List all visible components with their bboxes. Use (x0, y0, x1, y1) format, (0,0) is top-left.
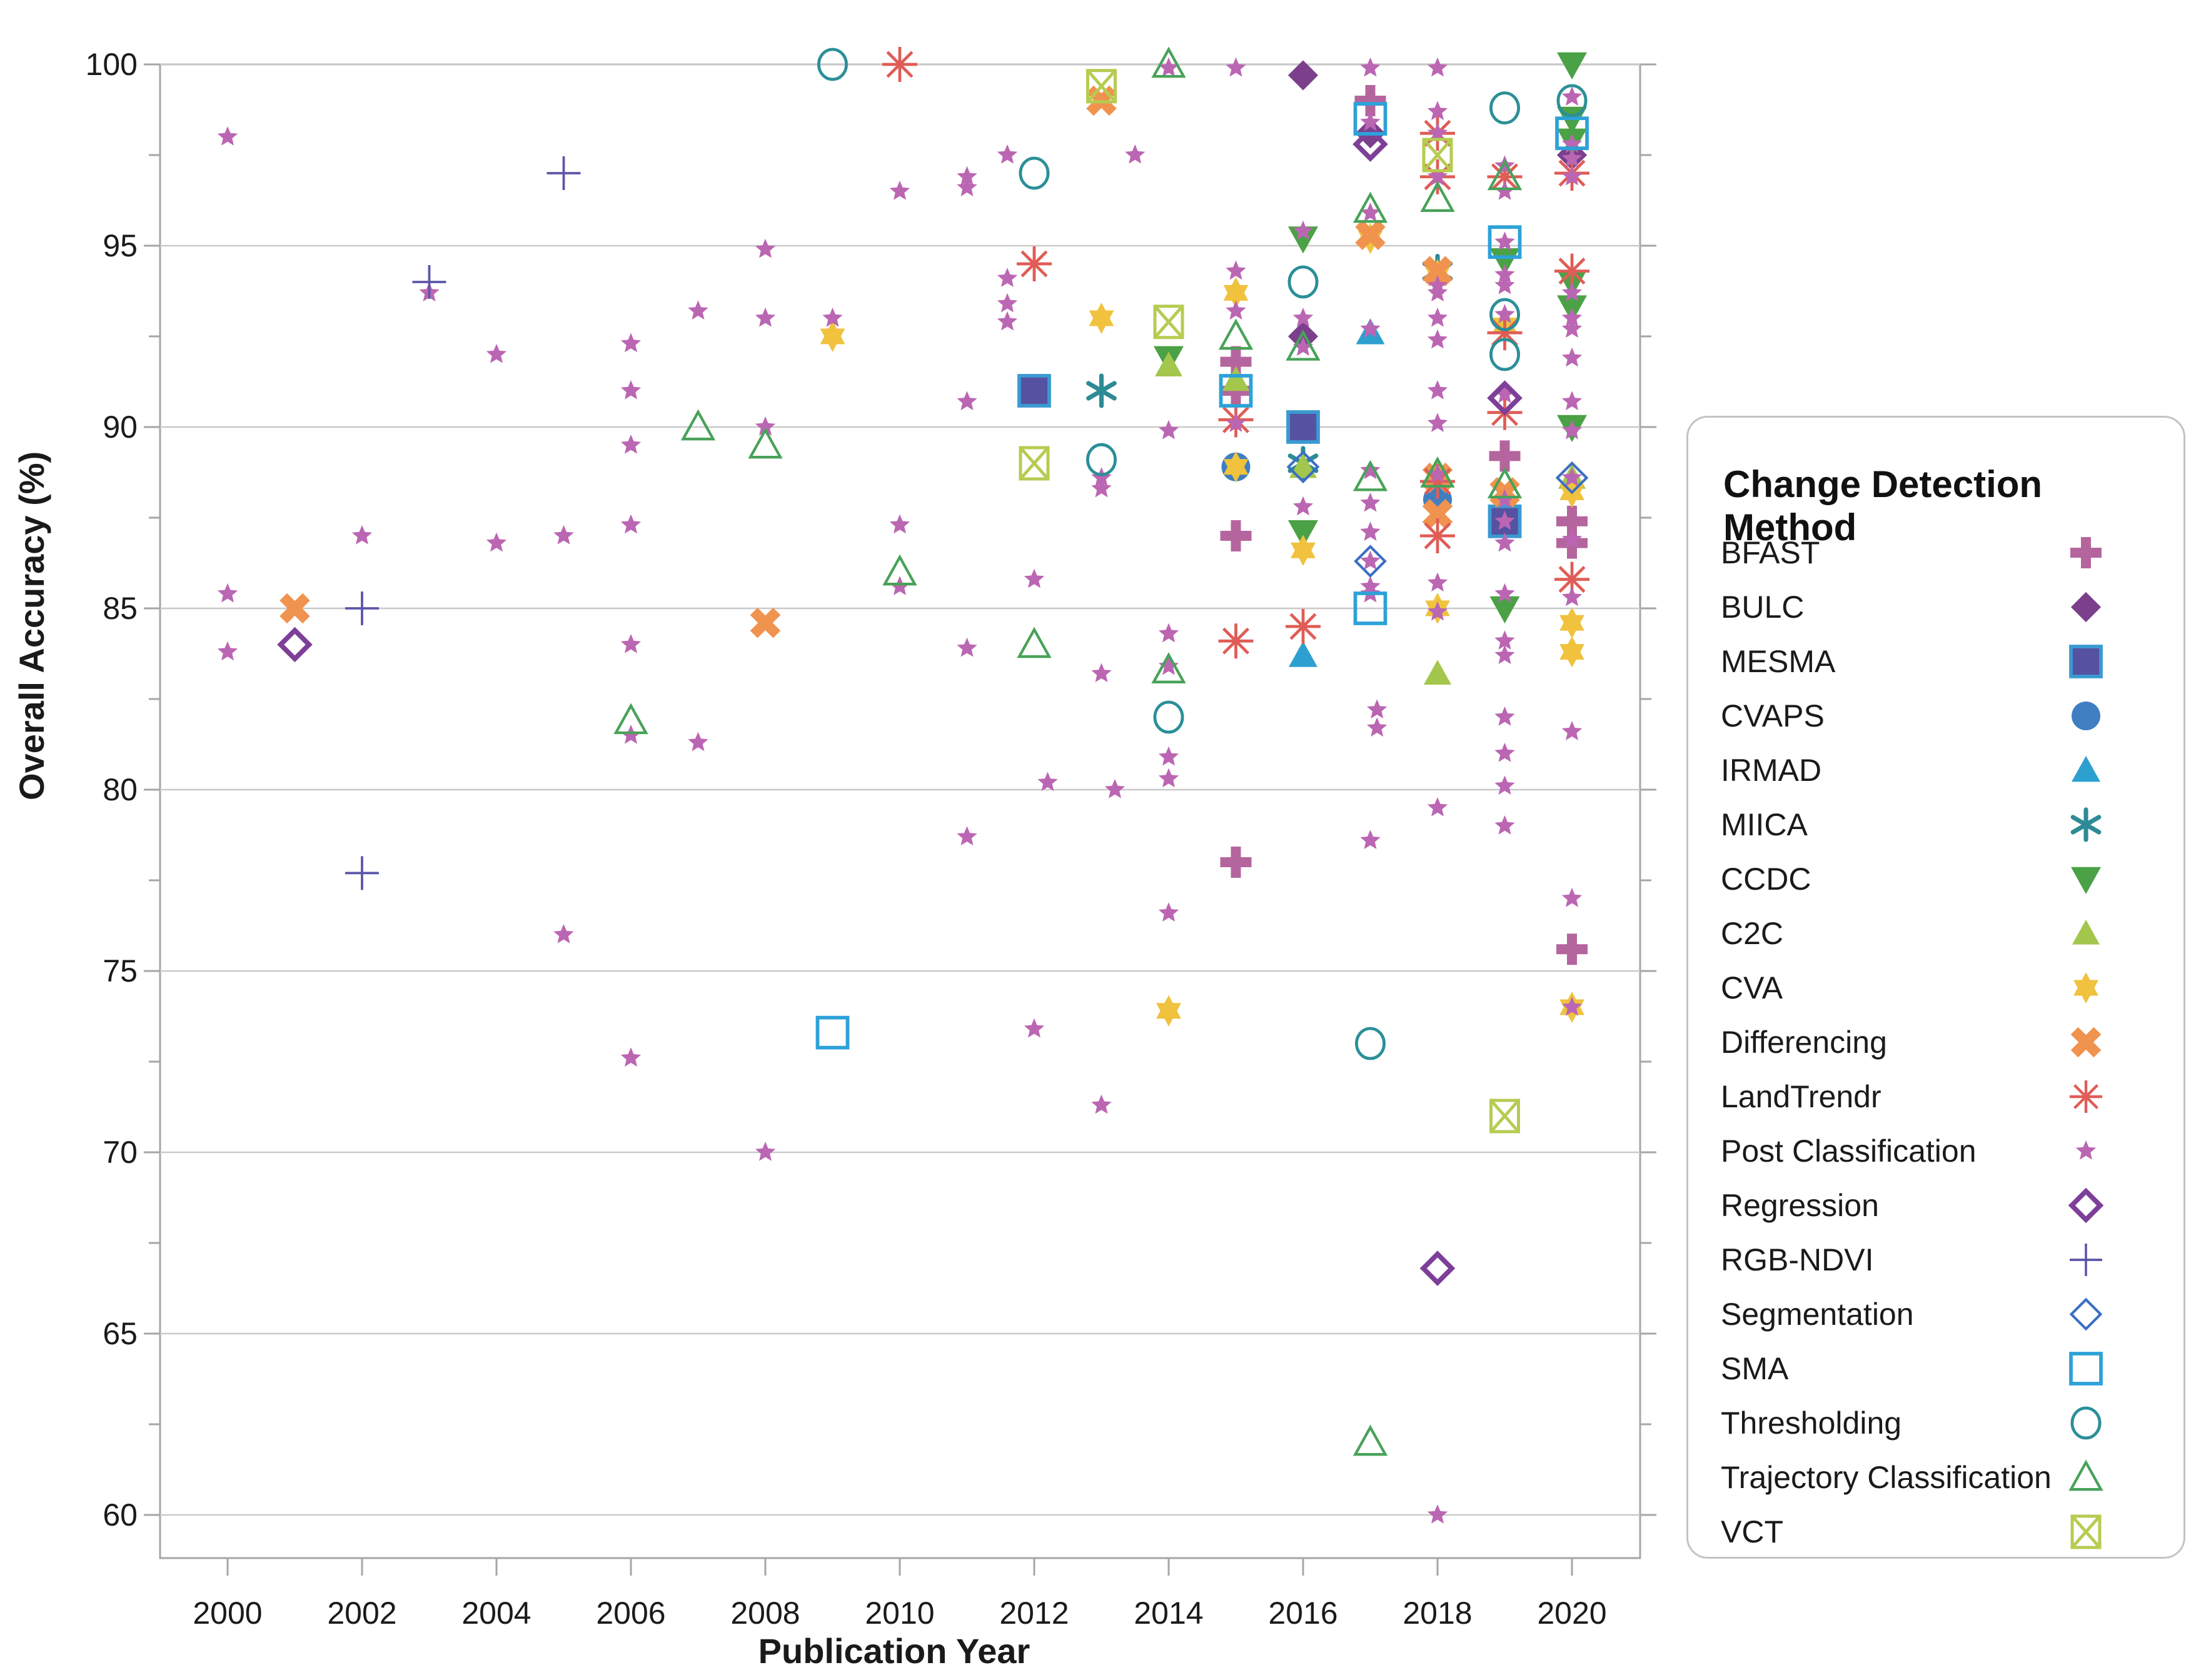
legend-item-label: MIICA (1721, 807, 1808, 842)
legend-item-label: CVAPS (1721, 698, 1825, 733)
legend-item-label: CCDC (1721, 862, 1811, 897)
legend-item-marker-icon (2048, 1232, 2123, 1287)
svg-text:100: 100 (86, 47, 138, 82)
legend-item-bfast: BFAST (1688, 525, 2183, 580)
legend-item-label: BULC (1721, 590, 1805, 625)
legend-item-miica: MIICA (1688, 797, 2183, 852)
svg-text:2008: 2008 (730, 1596, 800, 1631)
svg-text:85: 85 (103, 591, 138, 626)
legend-item-post-classification: Post Classification (1688, 1124, 2183, 1179)
legend-item-marker-icon (2048, 1124, 2123, 1179)
legend-item-marker-icon (2048, 525, 2123, 580)
legend-item-label: Thresholding (1721, 1406, 1902, 1441)
legend-item-rgb-ndvi: RGB-NDVI (1688, 1232, 2183, 1287)
legend-item-marker-icon (2048, 960, 2123, 1015)
legend-item-segmentation: Segmentation (1688, 1287, 2183, 1342)
svg-text:2016: 2016 (1268, 1596, 1337, 1631)
legend-item-label: LandTrendr (1721, 1079, 1881, 1114)
svg-text:2014: 2014 (1134, 1596, 1203, 1631)
legend-item-label: IRMAD (1721, 753, 1822, 788)
svg-text:75: 75 (103, 953, 138, 988)
legend-item-marker-icon (2048, 1178, 2123, 1233)
svg-text:2000: 2000 (193, 1596, 262, 1631)
legend-item-label: MESMA (1721, 644, 1836, 679)
legend-item-cva: CVA (1688, 960, 2183, 1015)
legend-item-mesma: MESMA (1688, 634, 2183, 689)
y-tick-labels: 100 95 90 85 80 75 70 65 60 (86, 47, 138, 1532)
legend-item-marker-icon (2048, 1287, 2123, 1342)
svg-text:2002: 2002 (327, 1596, 396, 1631)
legend-item-landtrendr: LandTrendr (1688, 1069, 2183, 1124)
svg-text:70: 70 (103, 1135, 138, 1170)
legend-item-marker-icon (2048, 1450, 2123, 1505)
legend-item-marker-icon (2048, 852, 2123, 907)
legend-item-sma: SMA (1688, 1341, 2183, 1396)
legend-item-marker-icon (2048, 1069, 2123, 1124)
legend: Change Detection Method BFAST BULC MESMA CV… (1686, 416, 2185, 1559)
svg-text:90: 90 (103, 410, 138, 445)
legend-item-label: Regression (1721, 1188, 1879, 1223)
y-axis-title: Overall Accuracy (%) (12, 451, 51, 800)
legend-item-label: Trajectory Classification (1721, 1460, 2052, 1495)
legend-title: Change Detection Method (1723, 463, 2043, 548)
svg-text:80: 80 (103, 772, 138, 807)
legend-item-c2c: C2C (1688, 906, 2183, 961)
series-landtrendr (882, 47, 1589, 659)
legend-item-label: Segmentation (1721, 1297, 1914, 1332)
legend-item-ccdc: CCDC (1688, 852, 2183, 907)
svg-text:2004: 2004 (461, 1596, 531, 1631)
legend-item-thresholding: Thresholding (1688, 1396, 2183, 1451)
legend-item-label: BFAST (1721, 535, 1820, 570)
legend-item-marker-icon (2048, 1504, 2123, 1559)
svg-text:2010: 2010 (865, 1596, 934, 1631)
legend-item-label: CVA (1721, 970, 1783, 1005)
legend-item-differencing: Differencing (1688, 1015, 2183, 1070)
series-thresholding (817, 48, 1588, 1060)
legend-item-label: VCT (1721, 1514, 1783, 1549)
series-regression (277, 126, 1523, 1286)
series-trajectory-classification (613, 46, 1523, 1456)
legend-item-regression: Regression (1688, 1178, 2183, 1233)
legend-item-bulc: BULC (1688, 580, 2183, 635)
legend-item-label: SMA (1721, 1351, 1789, 1386)
svg-text:2020: 2020 (1537, 1596, 1606, 1631)
legend-item-marker-icon (2048, 1341, 2123, 1396)
legend-item-label: Post Classification (1721, 1134, 1977, 1169)
legend-item-marker-icon (2048, 634, 2123, 689)
legend-item-marker-icon (2048, 1015, 2123, 1070)
series-vct (1019, 69, 1520, 1134)
legend-item-marker-icon (2048, 743, 2123, 798)
y-gridlines (160, 63, 1640, 1516)
legend-item-label: RGB-NDVI (1721, 1242, 1874, 1277)
x-axis-title: Publication Year (758, 1631, 1030, 1671)
legend-item-label: C2C (1721, 916, 1784, 951)
legend-item-marker-icon (2048, 906, 2123, 961)
svg-text:2006: 2006 (596, 1596, 665, 1631)
legend-item-marker-icon (2048, 1396, 2123, 1451)
svg-text:95: 95 (103, 228, 138, 263)
legend-item-label: Differencing (1721, 1025, 1887, 1060)
x-ticks (226, 1558, 1573, 1576)
y-ticks (144, 63, 1656, 1516)
series-post-classification (217, 57, 1583, 1524)
series-sma (815, 102, 1589, 1050)
plot-border (159, 63, 1641, 1559)
legend-item-vct: VCT (1688, 1504, 2183, 1559)
x-tick-labels: 2000 2002 2004 2006 2008 2010 2012 2014 2016 2018… (193, 1596, 1606, 1631)
legend-item-irmad: IRMAD (1688, 743, 2183, 798)
svg-text:60: 60 (103, 1497, 138, 1532)
legend-item-trajectory-classification: Trajectory Classification (1688, 1450, 2183, 1505)
series-segmentation (1286, 450, 1589, 578)
legend-item-marker-icon (2048, 580, 2123, 635)
legend-item-marker-icon (2048, 688, 2123, 743)
svg-text:2018: 2018 (1403, 1596, 1472, 1631)
svg-text:65: 65 (103, 1316, 138, 1351)
legend-item-cvaps: CVAPS (1688, 688, 2183, 743)
legend-item-marker-icon (2048, 797, 2123, 852)
svg-text:2012: 2012 (999, 1596, 1069, 1631)
series-rgb-ndvi (345, 156, 581, 890)
